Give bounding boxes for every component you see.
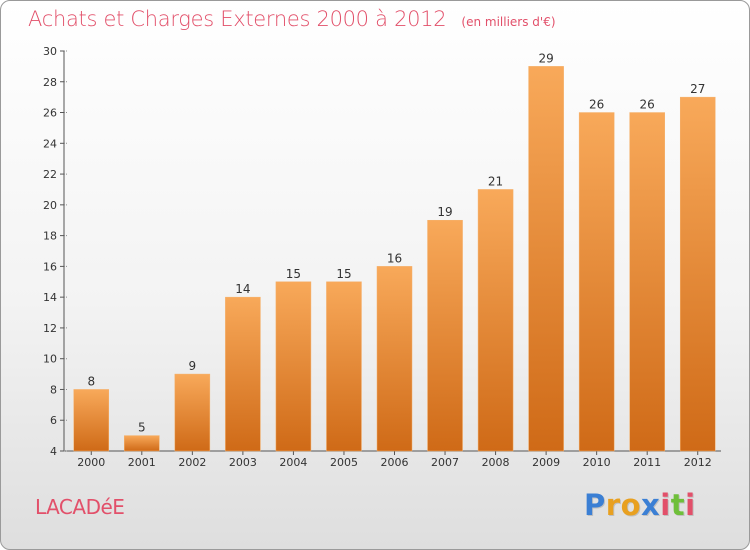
x-tick-label: 2003 [229, 456, 257, 469]
data-label: 15 [336, 267, 351, 281]
y-tick-label: 18 [43, 230, 57, 243]
bar [629, 112, 665, 452]
y-tick-label: 14 [43, 291, 57, 304]
data-label: 5 [138, 421, 146, 435]
y-tick-label: 22 [43, 168, 57, 181]
commune-name: LACADéE [35, 495, 125, 519]
x-tick-label: 2000 [77, 456, 105, 469]
data-label: 9 [189, 359, 197, 373]
logo-letter: P [584, 488, 606, 522]
y-tick-label: 26 [43, 107, 57, 120]
title-unit: (en milliers d'€) [461, 15, 556, 29]
y-tick-label: 10 [43, 353, 57, 366]
bar [427, 219, 463, 452]
y-tick-label: 28 [43, 76, 57, 89]
logo-letter: i [660, 488, 671, 522]
bar [73, 389, 110, 452]
y-tick-label: 6 [50, 414, 57, 427]
data-label: 29 [538, 51, 553, 65]
y-tick-label: 20 [43, 199, 57, 212]
y-tick-label: 30 [43, 45, 57, 58]
data-label: 26 [589, 98, 604, 112]
bar [225, 296, 261, 452]
data-label: 19 [437, 205, 452, 219]
x-tick-label: 2011 [633, 456, 661, 469]
x-tick-label: 2006 [381, 456, 409, 469]
data-label: 15 [286, 267, 301, 281]
y-tick-label: 4 [50, 445, 57, 458]
chart-bars [73, 66, 716, 452]
y-tick-label: 12 [43, 322, 57, 335]
bar [124, 435, 160, 452]
data-label: 8 [87, 374, 95, 388]
x-tick-label: 2004 [279, 456, 307, 469]
logo-letter: t [670, 488, 686, 522]
data-label: 26 [640, 98, 655, 112]
y-tick-label: 24 [43, 137, 57, 150]
logo-letter: r [605, 488, 621, 522]
logo-letter: o [620, 488, 642, 522]
proxiti-logo: Proxiti [584, 488, 696, 522]
x-tick-label: 2010 [583, 456, 611, 469]
x-tick-label: 2008 [482, 456, 510, 469]
y-tick-label: 16 [43, 260, 57, 273]
data-label: 21 [488, 174, 503, 188]
bar [578, 112, 615, 452]
bar [174, 373, 211, 452]
data-label: 14 [235, 282, 250, 296]
chart-labels: 4 6 8 10 12 14 16 18 20 22 24 26 28 30 2000 8 2001 5 2002 9… [43, 45, 712, 469]
x-tick-label: 2002 [178, 456, 206, 469]
x-tick-label: 2007 [431, 456, 459, 469]
bar [477, 189, 514, 452]
chart-title: Achats et Charges Externes 2000 à 2012 (… [28, 7, 556, 31]
x-tick-label: 2009 [532, 456, 560, 469]
bar [679, 96, 716, 452]
logo-letter: i [685, 488, 696, 522]
bar [528, 66, 564, 452]
x-tick-label: 2001 [128, 456, 156, 469]
title-text: Achats et Charges Externes 2000 à 2012 [28, 7, 447, 31]
x-tick-label: 2012 [684, 456, 712, 469]
logo-letter: x [641, 488, 661, 522]
data-label: 16 [387, 251, 402, 265]
bar [275, 281, 312, 452]
x-tick-label: 2005 [330, 456, 358, 469]
data-label: 27 [690, 82, 705, 96]
bar [326, 281, 362, 452]
bar [376, 266, 413, 452]
y-tick-label: 8 [50, 383, 57, 396]
